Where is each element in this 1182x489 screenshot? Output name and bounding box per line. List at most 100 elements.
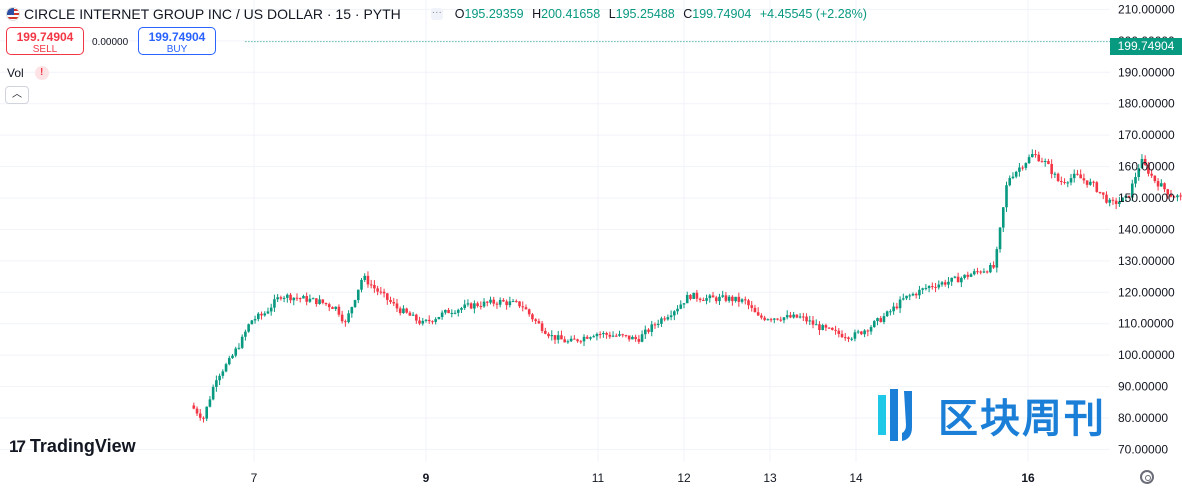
candle-body [1031,154,1034,158]
candle-body [257,313,260,320]
candle-body [734,296,737,302]
candle-body [653,324,657,326]
candle-body [282,297,286,299]
close-value: 199.74904 [692,7,752,21]
more-dots-icon[interactable]: ··· [430,7,443,20]
candle-body [792,314,795,318]
candle-body [789,315,792,318]
candle-body [805,316,808,322]
tradingview-logo[interactable]: 17 TradingView [9,436,136,457]
candle-body [1027,157,1031,164]
candle-body [295,297,299,299]
y-tick-label: 180.00000 [1118,97,1175,111]
candle-body [1092,181,1095,183]
candle-body [473,303,476,309]
candle-body [218,375,221,381]
y-tick-label: 90.00000 [1118,380,1168,394]
candle-body [444,309,447,313]
candle-body [502,300,505,302]
candle-body [308,298,312,302]
warning-icon[interactable]: ! [34,66,49,80]
candle-body [524,307,528,310]
candle-body [866,330,870,332]
candle-body [292,297,296,301]
open-value: 195.29359 [464,7,524,21]
candle-body [569,338,573,342]
candle-body [553,335,557,340]
candle-body [544,330,547,334]
candle-body [521,306,525,308]
candle-body [995,249,999,268]
candle-body [547,333,550,337]
candle-body [366,275,370,285]
time-axis[interactable]: 7911121314161819202 [251,471,1182,485]
candle-body [1098,191,1102,193]
candle-body [508,301,512,306]
y-tick-label: 120.00000 [1118,285,1175,299]
candle-body [872,321,876,328]
candle-body [598,334,602,336]
buy-button[interactable]: 199.74904 BUY [138,27,216,55]
candle-body [769,319,773,321]
volume-indicator[interactable]: Vol ! [7,66,49,80]
y-tick-label: 70.00000 [1118,442,1168,456]
candle-body [1111,199,1115,201]
candle-body [373,284,376,289]
candle-body [424,319,428,321]
candle-body [211,386,215,400]
candle-body [863,330,866,335]
candle-body [737,296,741,302]
settings-gear-icon[interactable] [1140,470,1154,484]
symbol-title[interactable]: CIRCLE INTERNET GROUP INC / US DOLLAR · … [24,6,401,22]
candle-body [927,286,931,289]
candle-body [627,335,631,340]
x-tick-label: 7 [251,471,258,485]
candle-body [1095,182,1099,192]
candle-body [482,301,486,307]
candle-body [202,417,205,419]
candle-body [463,304,466,309]
candle-body [382,291,386,294]
candle-body [924,288,928,290]
candle-body [434,319,437,322]
ohlc-values: O195.29359 H200.41658 L195.25488 C199.74… [454,7,867,21]
candle-body [1040,161,1044,163]
candle-body [244,331,247,337]
candle-body [1147,164,1150,174]
candle-body [892,306,895,312]
candle-body [937,284,941,288]
candle-body [766,319,770,321]
price-axis[interactable]: 210.00000200.00000190.00000180.00000170.… [1118,2,1175,456]
candle-body [798,316,802,318]
candle-body [240,336,244,348]
y-tick-label: 100.00000 [1118,348,1175,362]
candle-body [560,335,563,340]
candle-body [498,300,502,305]
candle-body [224,364,228,372]
candle-body [1063,182,1066,184]
candle-body [1069,178,1073,183]
chevron-up-icon[interactable]: ︿ [5,86,29,104]
candle-body [440,312,444,318]
candle-body [195,408,199,414]
candle-body [315,298,318,305]
candle-body [972,271,976,275]
candle-body [331,307,334,309]
y-tick-label: 150.00000 [1118,191,1175,205]
candle-body [363,275,367,280]
candle-body [795,314,799,318]
candle-body [1124,195,1128,198]
candle-body [908,295,912,297]
candle-body [1089,181,1092,185]
candle-body [727,296,731,301]
candle-body [353,300,357,308]
candle-body [614,335,618,337]
candle-body [1001,207,1005,228]
candle-body [595,334,599,337]
candle-body [940,282,944,285]
candle-body [515,301,518,303]
watermark-text: 区块周刊 [938,396,1106,442]
candle-body [660,318,663,324]
sell-button[interactable]: 199.74904 SELL [6,27,84,55]
